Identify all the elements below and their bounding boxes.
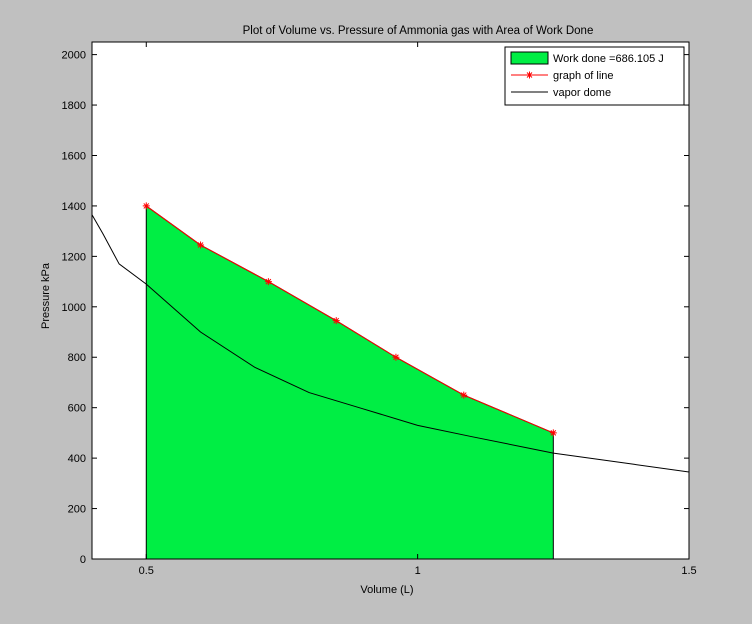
- legend-marker: [526, 71, 533, 79]
- legend-label: graph of line: [553, 70, 614, 82]
- y-tick-label: 200: [68, 504, 86, 516]
- legend-label: Work done =686.105 J: [553, 53, 664, 65]
- y-tick-label: 2000: [62, 50, 86, 62]
- vapor-dome-line: [92, 214, 689, 473]
- chart-title: Plot of Volume vs. Pressure of Ammonia g…: [243, 25, 594, 37]
- y-tick-label: 600: [68, 403, 86, 415]
- y-tick-label: 1400: [62, 201, 86, 213]
- data-point-marker: [549, 429, 557, 437]
- y-tick-label: 400: [68, 453, 86, 465]
- y-tick-label: 1200: [62, 251, 86, 263]
- legend: Work done =686.105 J graph of line vapor d…: [504, 46, 685, 106]
- data-point-marker: [332, 317, 340, 325]
- y-tick-label: 1000: [62, 302, 86, 314]
- y-axis-label: Pressure kPa: [40, 262, 52, 329]
- y-tick-label: 1600: [62, 150, 86, 162]
- x-tick-label: 1.5: [681, 565, 696, 577]
- x-axis-label: Volume (L): [360, 584, 413, 596]
- data-point-marker: [142, 202, 150, 210]
- y-tick-label: 800: [68, 352, 86, 364]
- x-tick-label: 1: [415, 565, 421, 577]
- x-tick-label: 0.5: [139, 565, 154, 577]
- legend-swatch-area: [510, 51, 549, 65]
- y-tick-label: 1800: [62, 100, 86, 112]
- data-point-marker: [264, 278, 272, 286]
- data-point-marker: [392, 353, 400, 361]
- data-point-marker: [197, 241, 205, 249]
- data-point-marker: [460, 391, 468, 399]
- y-tick-label: 0: [80, 554, 86, 566]
- legend-label: vapor dome: [553, 87, 611, 99]
- axes-box: [91, 41, 690, 560]
